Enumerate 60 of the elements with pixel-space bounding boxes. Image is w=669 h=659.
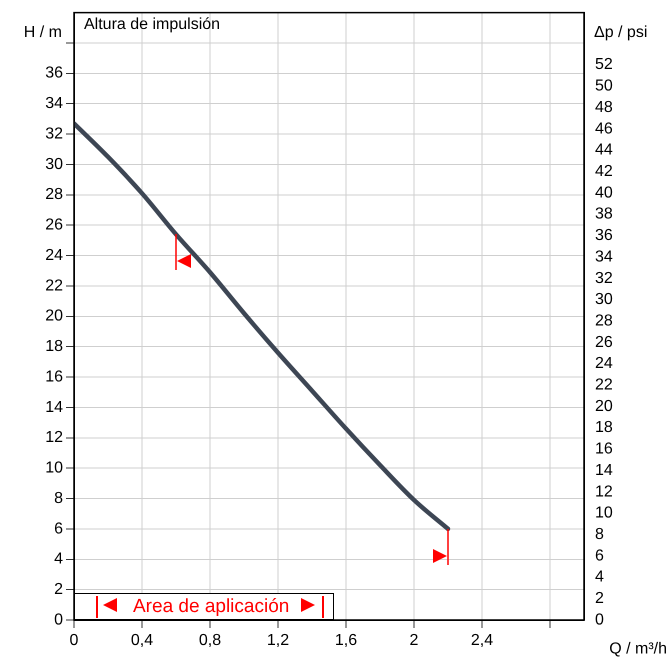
y2-tick-label: 14 [595,462,613,479]
chart-title: Altura de impulsión [84,16,220,34]
y-tick-label: 18 [45,338,64,356]
y2-tick-label: 0 [595,611,604,628]
x-tick-label: 0,8 [198,632,222,650]
y-tick-label: 6 [54,520,64,538]
y2-tick-label: 30 [595,291,613,308]
x-tick-label: 1,2 [266,632,290,650]
y2-tick-label: 12 [595,483,613,500]
y-tick-label: 16 [45,368,64,386]
annotation: Area de aplicación [133,596,290,618]
x-tick-label: 1,6 [334,632,358,650]
y2-tick-label: 10 [595,504,613,522]
y2-tick-label: 18 [595,419,613,436]
y-tick-label: 32 [45,125,64,142]
y2-tick-label: 32 [595,270,613,287]
y-tick-label: 10 [45,460,64,477]
y-tick-label: 24 [45,246,64,264]
y-tick-label: 14 [45,398,64,416]
y2-tick-label: 24 [595,355,613,372]
x-tick-label: 0 [70,632,79,650]
y-tick-label: 22 [45,277,64,294]
y-tick-label: 36 [45,64,64,82]
y-tick-label: 0 [54,611,64,628]
y-axis-title: H / m [24,24,62,42]
y-tick-label: 28 [45,186,64,204]
y2-tick-label: 48 [595,98,613,116]
y2-tick-label: 40 [595,184,613,202]
y2-tick-label: 20 [595,398,613,415]
y-tick-label: 4 [54,550,64,568]
x-tick-label: 0,4 [130,632,154,650]
y2-tick-label: 26 [595,334,613,351]
y2-axis-title: Δp / psi [594,24,648,42]
note-box: Area de aplicación [74,593,334,620]
y2-tick-label: 4 [595,568,604,586]
y2-tick-label: 28 [595,312,613,330]
x-tick-label: 2,4 [470,632,494,650]
y2-tick-label: 16 [595,440,613,458]
y2-tick-label: 38 [595,206,613,223]
y2-tick-label: 34 [595,248,613,266]
y-tick-label: 12 [45,429,64,446]
y2-tick-label: 6 [595,547,604,564]
y2-tick-label: 52 [595,56,613,74]
y2-tick-label: 46 [595,120,613,138]
y2-tick-label: 44 [595,142,613,159]
line-series [74,121,450,532]
x-tick-label: 2 [410,632,419,650]
y-tick-label: 26 [45,216,64,234]
y-tick-label: 20 [45,308,64,325]
y2-tick-label: 50 [595,78,613,95]
x-axis-title: Q / m³/h [609,640,667,658]
y-tick-label: 2 [54,581,64,598]
y-tick-label: 34 [45,95,64,112]
y2-tick-label: 22 [595,376,613,394]
y2-tick-label: 42 [595,162,613,180]
y2-tick-label: 8 [595,526,604,543]
y2-tick-label: 2 [595,590,604,608]
y-tick-label: 30 [45,156,64,173]
y2-tick-label: 36 [595,227,613,244]
y-tick-label: 8 [54,490,64,507]
